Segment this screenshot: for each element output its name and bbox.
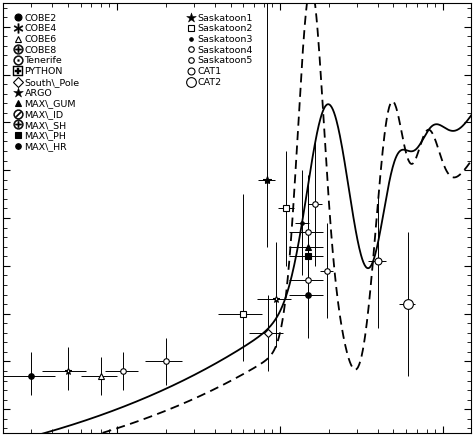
Legend: Saskatoon1, Saskatoon2, Saskatoon3, Saskatoon4, Saskatoon5, CAT1, CAT2: Saskatoon1, Saskatoon2, Saskatoon3, Sask… <box>185 12 255 89</box>
